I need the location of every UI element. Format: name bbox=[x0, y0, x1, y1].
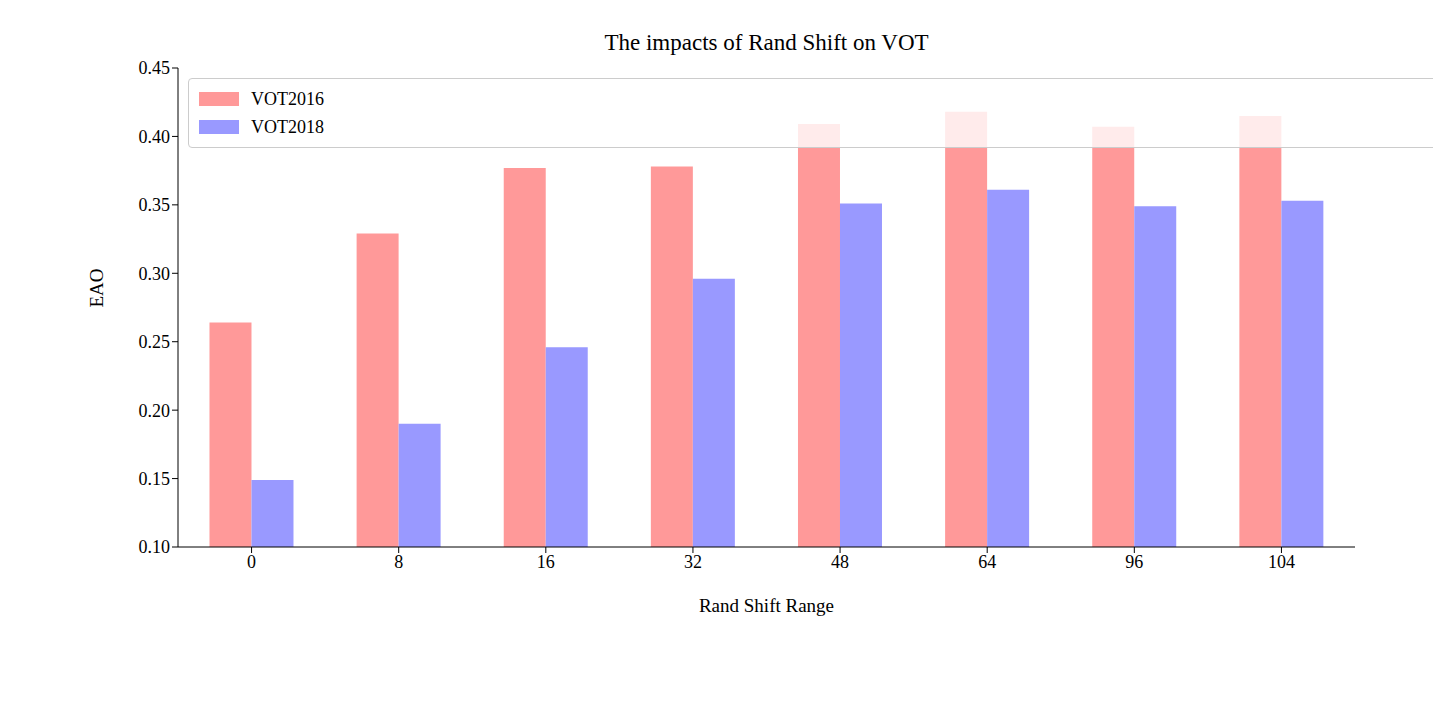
svg-text:8: 8 bbox=[394, 552, 403, 572]
svg-text:0.25: 0.25 bbox=[139, 332, 171, 352]
svg-text:Rand Shift Range: Rand Shift Range bbox=[699, 595, 834, 616]
svg-text:0.20: 0.20 bbox=[139, 401, 171, 421]
svg-text:0: 0 bbox=[247, 552, 256, 572]
svg-text:0.40: 0.40 bbox=[139, 127, 171, 147]
svg-text:EAO: EAO bbox=[86, 268, 107, 307]
html-text:The impacts of Rand Shift on V: The impacts of Rand Shift on VOT bbox=[604, 30, 929, 55]
html-text:VOT2016: VOT2016 bbox=[251, 88, 324, 109]
svg-text:0.15: 0.15 bbox=[139, 469, 171, 489]
svg-text:32: 32 bbox=[684, 552, 702, 572]
svg-text:0.30: 0.30 bbox=[139, 264, 171, 284]
html-text:VOT2018: VOT2018 bbox=[251, 116, 324, 137]
svg-text:0.35: 0.35 bbox=[139, 195, 171, 215]
svg-text:0.10: 0.10 bbox=[139, 537, 171, 557]
svg-text:104: 104 bbox=[1268, 552, 1295, 572]
svg-text:96: 96 bbox=[1125, 552, 1143, 572]
svg-text:0.45: 0.45 bbox=[139, 58, 171, 78]
svg-text:16: 16 bbox=[537, 552, 555, 572]
svg-text:48: 48 bbox=[831, 552, 849, 572]
svg-text:64: 64 bbox=[978, 552, 996, 572]
